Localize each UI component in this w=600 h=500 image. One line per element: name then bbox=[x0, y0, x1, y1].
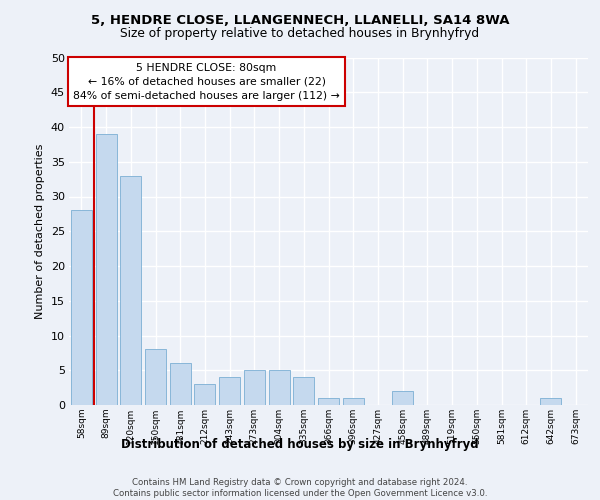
Bar bbox=[120, 176, 141, 405]
Bar bbox=[219, 377, 240, 405]
Bar bbox=[269, 370, 290, 405]
Y-axis label: Number of detached properties: Number of detached properties bbox=[35, 144, 45, 319]
Bar bbox=[95, 134, 116, 405]
Text: Size of property relative to detached houses in Brynhyfryd: Size of property relative to detached ho… bbox=[121, 28, 479, 40]
Bar bbox=[318, 398, 339, 405]
Bar bbox=[170, 364, 191, 405]
Bar bbox=[194, 384, 215, 405]
Text: Distribution of detached houses by size in Brynhyfryd: Distribution of detached houses by size … bbox=[121, 438, 479, 451]
Bar bbox=[145, 350, 166, 405]
Bar bbox=[392, 391, 413, 405]
Text: 5 HENDRE CLOSE: 80sqm
← 16% of detached houses are smaller (22)
84% of semi-deta: 5 HENDRE CLOSE: 80sqm ← 16% of detached … bbox=[73, 62, 340, 100]
Text: 5, HENDRE CLOSE, LLANGENNECH, LLANELLI, SA14 8WA: 5, HENDRE CLOSE, LLANGENNECH, LLANELLI, … bbox=[91, 14, 509, 27]
Bar bbox=[293, 377, 314, 405]
Bar bbox=[343, 398, 364, 405]
Bar bbox=[71, 210, 92, 405]
Bar bbox=[541, 398, 562, 405]
Bar bbox=[244, 370, 265, 405]
Text: Contains HM Land Registry data © Crown copyright and database right 2024.
Contai: Contains HM Land Registry data © Crown c… bbox=[113, 478, 487, 498]
